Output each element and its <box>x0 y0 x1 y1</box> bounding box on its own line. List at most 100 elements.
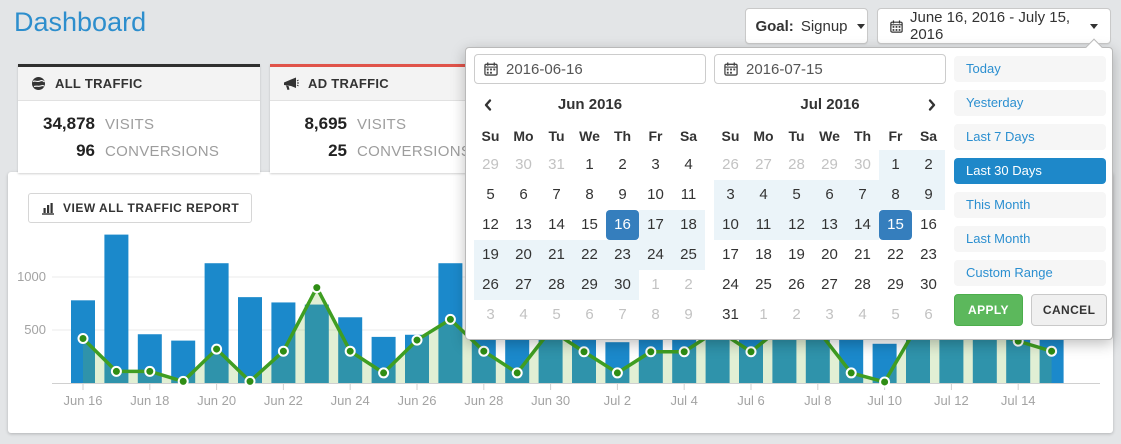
day-cell[interactable]: 27 <box>755 156 772 173</box>
day-cell[interactable]: 3 <box>825 306 834 323</box>
day-cell[interactable]: 7 <box>846 180 879 210</box>
day-cell[interactable]: 30 <box>854 156 871 173</box>
day-cell[interactable]: 28 <box>788 156 805 173</box>
day-cell[interactable]: 28 <box>854 276 871 293</box>
day-cell[interactable]: 22 <box>887 246 904 263</box>
day-cell[interactable]: 2 <box>618 156 627 173</box>
day-cell[interactable]: 14 <box>846 210 879 240</box>
day-cell[interactable]: 24 <box>722 276 739 293</box>
day-cell[interactable]: 27 <box>821 276 838 293</box>
day-cell[interactable]: 17 <box>639 210 672 240</box>
day-cell[interactable]: 31 <box>548 156 565 173</box>
day-cell[interactable]: 21 <box>540 240 573 270</box>
start-date-input[interactable] <box>506 60 676 78</box>
day-cell[interactable]: 16 <box>606 210 639 240</box>
day-cell[interactable]: 26 <box>474 270 507 300</box>
day-cell[interactable]: 22 <box>573 240 606 270</box>
day-cell[interactable]: 12 <box>780 210 813 240</box>
day-cell[interactable]: 18 <box>755 246 772 263</box>
day-cell[interactable]: 19 <box>788 246 805 263</box>
day-cell[interactable]: 23 <box>606 240 639 270</box>
day-cell[interactable]: 8 <box>651 306 660 323</box>
range-option-yesterday[interactable]: Yesterday <box>954 90 1106 116</box>
day-cell[interactable]: 30 <box>515 156 532 173</box>
day-cell[interactable]: 4 <box>519 306 528 323</box>
view-all-traffic-report-button[interactable]: VIEW ALL TRAFFIC REPORT <box>28 193 253 223</box>
day-cell[interactable]: 11 <box>680 186 697 203</box>
day-cell[interactable]: 1 <box>759 306 768 323</box>
range-option-custom-range[interactable]: Custom Range <box>954 260 1106 286</box>
start-date-field[interactable] <box>474 54 706 84</box>
day-cell[interactable]: 3 <box>486 306 495 323</box>
day-cell[interactable]: 21 <box>854 246 871 263</box>
day-cell[interactable]: 6 <box>519 186 528 203</box>
day-cell[interactable]: 13 <box>515 216 532 233</box>
day-cell[interactable]: 9 <box>618 186 627 203</box>
day-cell[interactable]: 19 <box>474 240 507 270</box>
day-cell[interactable]: 5 <box>780 180 813 210</box>
day-cell[interactable]: 26 <box>722 156 739 173</box>
day-cell[interactable]: 14 <box>548 216 565 233</box>
day-cell[interactable]: 5 <box>552 306 561 323</box>
day-cell[interactable]: 3 <box>651 156 660 173</box>
day-cell[interactable]: 15 <box>581 216 598 233</box>
day-cell[interactable]: 10 <box>647 186 664 203</box>
range-option-last-7-days[interactable]: Last 7 Days <box>954 124 1106 150</box>
day-cell[interactable]: 1 <box>651 276 660 293</box>
day-cell[interactable]: 4 <box>747 180 780 210</box>
prev-month-button[interactable] <box>476 92 500 118</box>
day-cell[interactable]: 25 <box>755 276 772 293</box>
day-cell[interactable]: 27 <box>507 270 540 300</box>
day-cell[interactable]: 12 <box>482 216 499 233</box>
day-cell[interactable]: 30 <box>606 270 639 300</box>
day-cell[interactable]: 20 <box>821 246 838 263</box>
day-cell[interactable]: 16 <box>920 216 937 233</box>
goal-selector-button[interactable]: Goal: Signup <box>745 8 868 44</box>
day-cell[interactable]: 24 <box>639 240 672 270</box>
day-cell[interactable]: 8 <box>879 180 912 210</box>
day-cell[interactable]: 17 <box>722 246 739 263</box>
day-cell[interactable]: 31 <box>722 306 739 323</box>
day-cell[interactable]: 2 <box>792 306 801 323</box>
day-cell[interactable]: 1 <box>879 150 912 180</box>
day-cell[interactable]: 10 <box>714 210 747 240</box>
day-cell[interactable]: 18 <box>672 210 705 240</box>
day-cell[interactable]: 26 <box>788 276 805 293</box>
day-cell[interactable]: 29 <box>482 156 499 173</box>
day-cell[interactable]: 28 <box>540 270 573 300</box>
day-cell[interactable]: 29 <box>821 156 838 173</box>
day-cell[interactable]: 8 <box>585 186 594 203</box>
day-cell[interactable]: 4 <box>684 156 693 173</box>
day-cell[interactable]: 7 <box>618 306 627 323</box>
range-option-last-month[interactable]: Last Month <box>954 226 1106 252</box>
day-cell[interactable]: 23 <box>920 246 937 263</box>
day-cell[interactable]: 6 <box>813 180 846 210</box>
daterange-button[interactable]: June 16, 2016 - July 15, 2016 <box>877 8 1111 44</box>
day-cell[interactable]: 7 <box>552 186 561 203</box>
range-option-today[interactable]: Today <box>954 56 1106 82</box>
day-cell[interactable]: 3 <box>714 180 747 210</box>
next-month-button[interactable] <box>920 92 944 118</box>
day-cell[interactable]: 6 <box>924 306 933 323</box>
day-cell[interactable]: 1 <box>585 156 594 173</box>
day-cell[interactable]: 5 <box>891 306 900 323</box>
day-cell[interactable]: 15 <box>879 210 912 240</box>
day-cell[interactable]: 29 <box>573 270 606 300</box>
day-cell[interactable]: 25 <box>672 240 705 270</box>
day-cell[interactable]: 9 <box>684 306 693 323</box>
day-cell[interactable]: 20 <box>507 240 540 270</box>
day-cell[interactable]: 9 <box>912 180 945 210</box>
range-option-this-month[interactable]: This Month <box>954 192 1106 218</box>
day-cell[interactable]: 2 <box>912 150 945 180</box>
end-date-field[interactable] <box>714 54 946 84</box>
day-cell[interactable]: 13 <box>813 210 846 240</box>
range-option-last-30-days[interactable]: Last 30 Days <box>954 158 1106 184</box>
day-cell[interactable]: 30 <box>920 276 937 293</box>
day-cell[interactable]: 4 <box>858 306 867 323</box>
day-cell[interactable]: 5 <box>486 186 495 203</box>
day-cell[interactable]: 11 <box>747 210 780 240</box>
apply-button[interactable]: APPLY <box>954 294 1023 326</box>
day-cell[interactable]: 29 <box>887 276 904 293</box>
day-cell[interactable]: 6 <box>585 306 594 323</box>
end-date-input[interactable] <box>746 60 916 78</box>
